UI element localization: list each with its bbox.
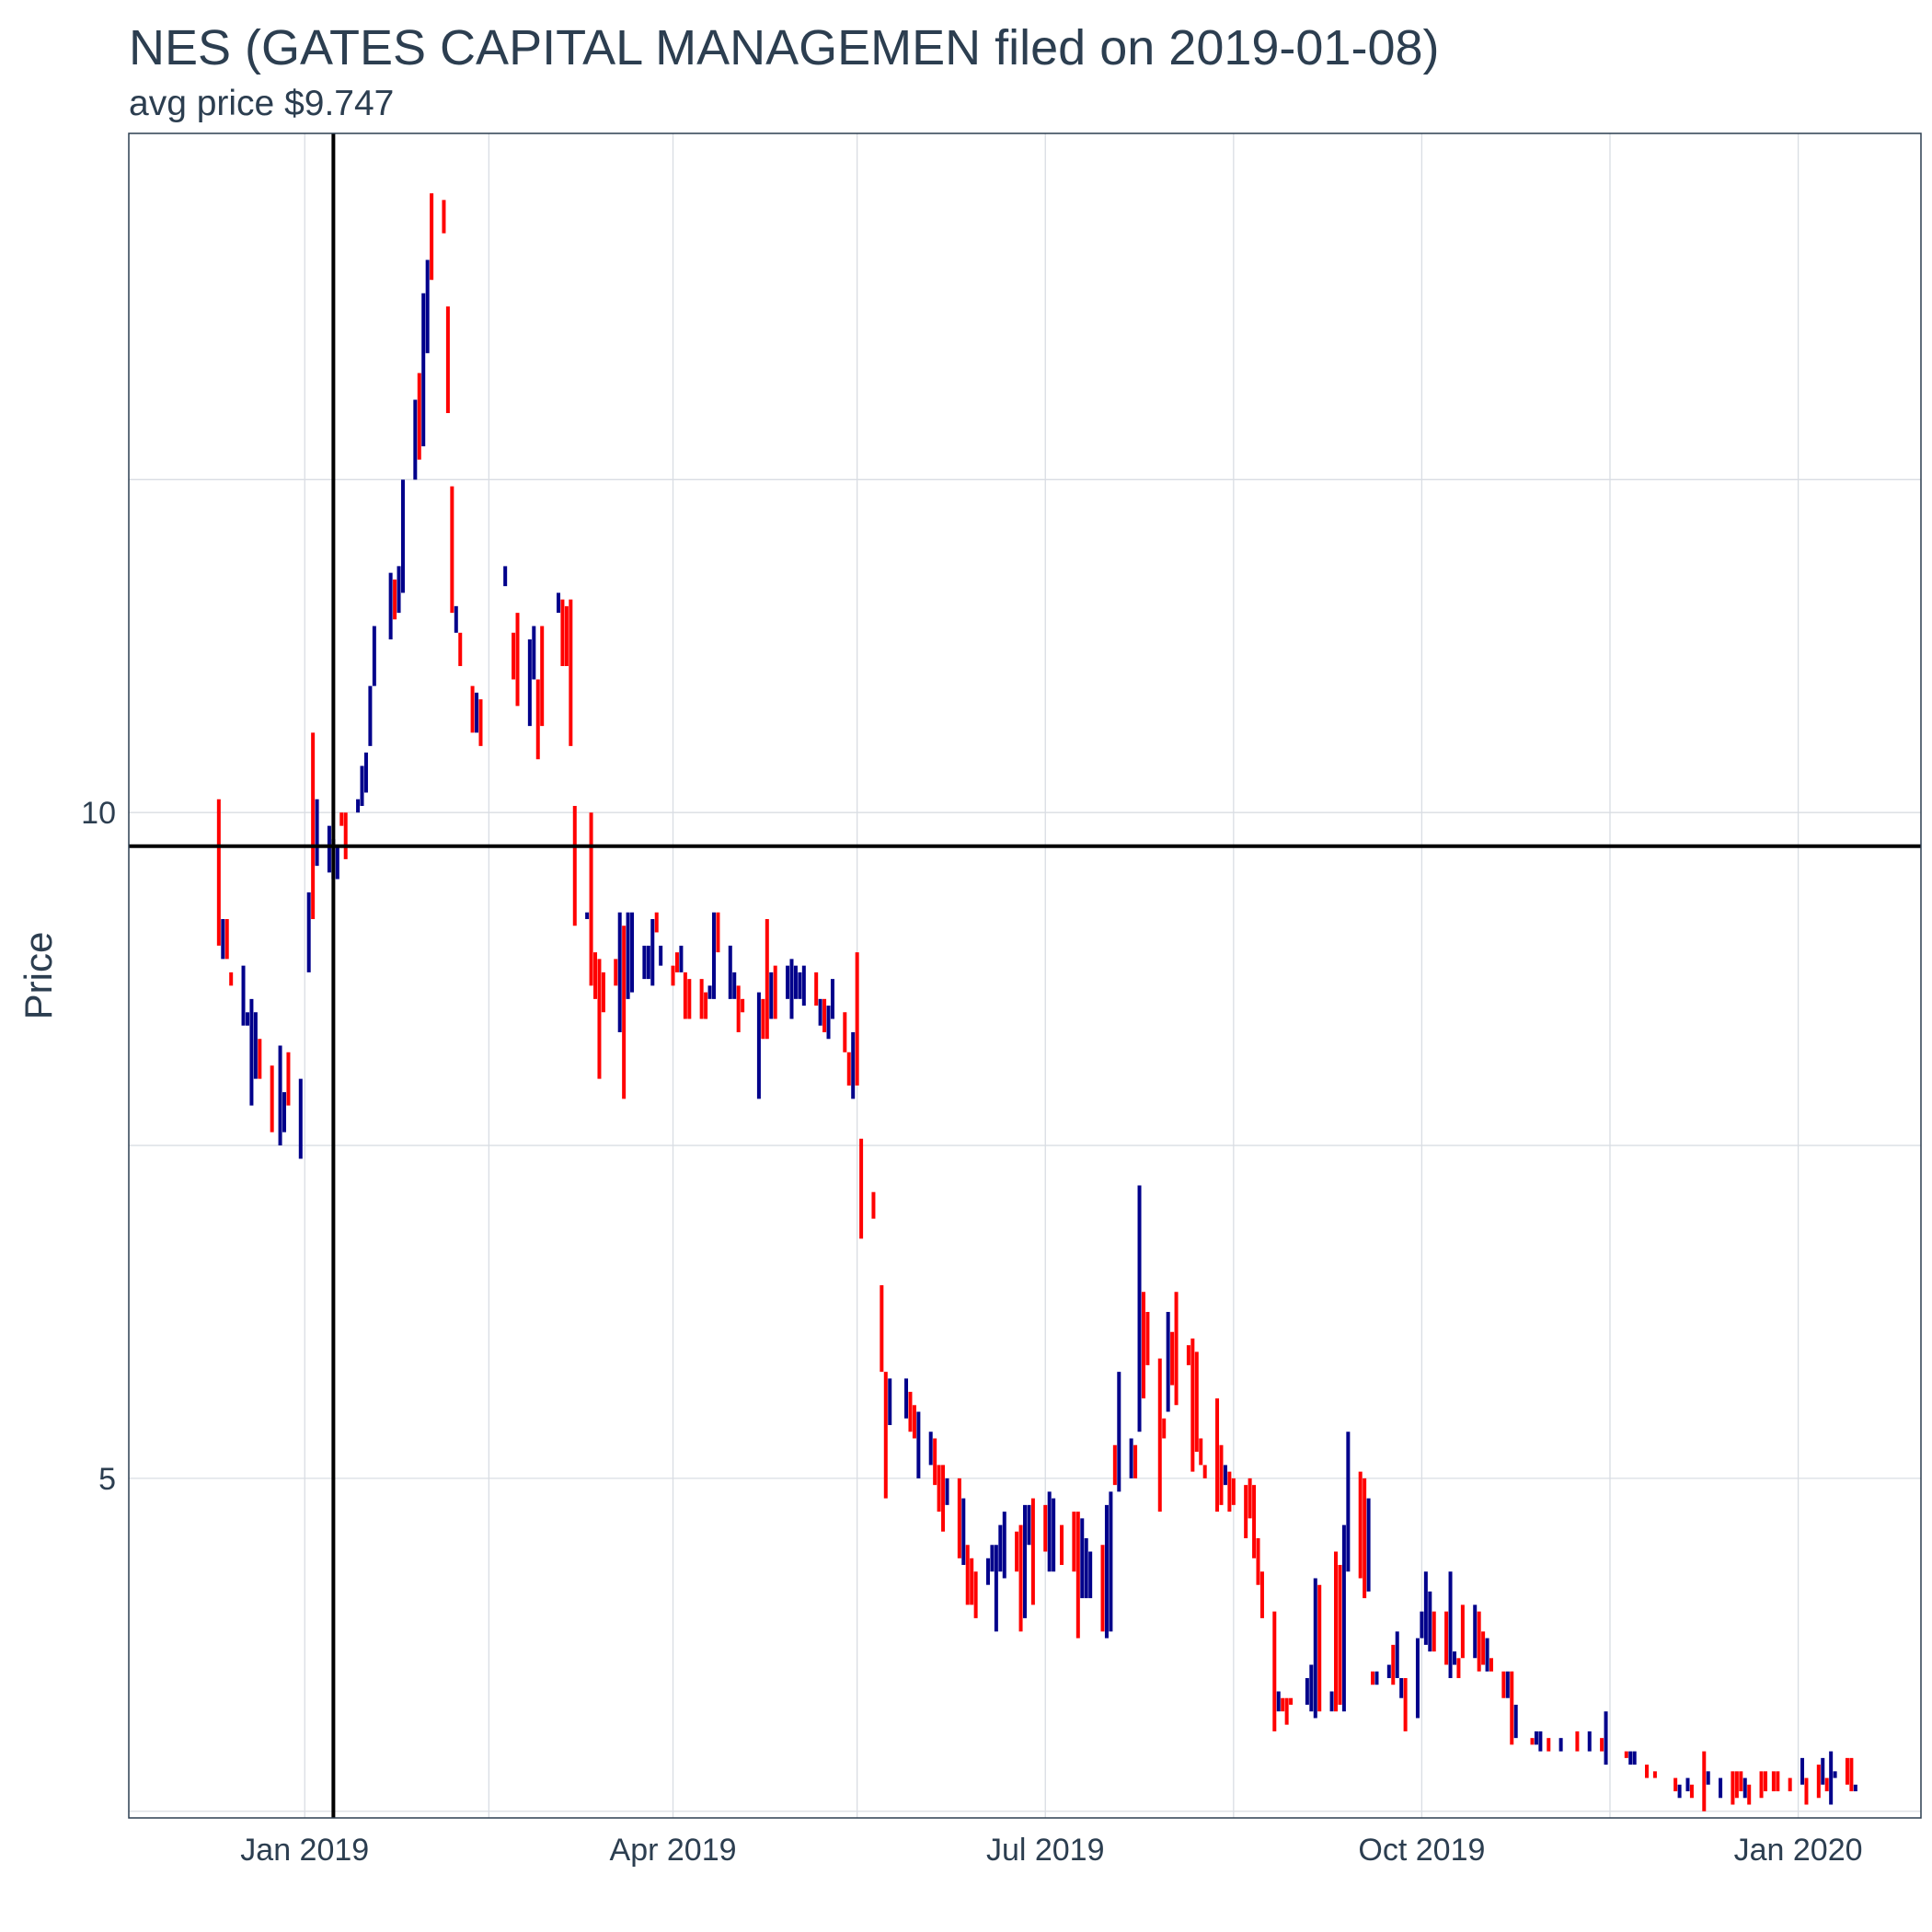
x-tick-label: Jan 2019 bbox=[240, 1833, 369, 1868]
reference-lines-layer bbox=[129, 133, 1921, 1818]
x-tick-label: Jul 2019 bbox=[986, 1833, 1105, 1868]
y-tick-label: 10 bbox=[81, 796, 116, 831]
x-tick-label: Oct 2019 bbox=[1358, 1833, 1485, 1868]
y-tick-label: 5 bbox=[98, 1462, 116, 1497]
price-bars-layer bbox=[216, 193, 1857, 1811]
x-tick-label: Apr 2019 bbox=[610, 1833, 737, 1868]
chart-subtitle: avg price $9.747 bbox=[129, 84, 395, 123]
x-axis-tick-labels: Jan 2019 Apr 2019 Jul 2019 Oct 2019 Jan 2020 bbox=[240, 1833, 1862, 1868]
x-tick-label: Jan 2020 bbox=[1734, 1833, 1863, 1868]
chart-title: NES (GATES CAPITAL MANAGEMEN filed on 20… bbox=[129, 20, 1440, 75]
plot-panel-border bbox=[128, 132, 1922, 1819]
y-axis-tick-labels: 5 10 bbox=[81, 796, 116, 1497]
y-axis-label: Price bbox=[17, 932, 60, 1020]
